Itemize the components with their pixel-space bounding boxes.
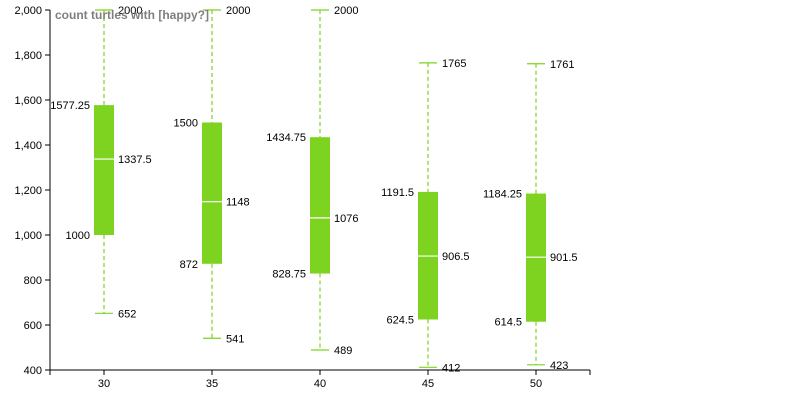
y-tick-label: 1,400 [14, 140, 42, 152]
q1-label: 872 [180, 259, 198, 271]
box-45: 1765 1191.5 906.5 624.5 412 [381, 58, 469, 374]
median-label: 1148 [226, 197, 250, 209]
y-tick-label: 2,000 [14, 5, 42, 17]
box-35: 2000 1500 1148 872 541 [174, 5, 251, 345]
median-label: 901.5 [550, 252, 578, 264]
x-tick-label: 45 [422, 378, 434, 390]
iqr-box [310, 137, 330, 274]
max-label: 1761 [550, 59, 574, 71]
q1-label: 614.5 [494, 317, 522, 329]
x-tick-label: 50 [530, 378, 542, 390]
median-label: 1076 [334, 213, 358, 225]
y-tick-label: 600 [24, 320, 42, 332]
max-label: 2000 [118, 5, 142, 17]
box-40: 2000 1434.75 1076 828.75 489 [266, 5, 358, 357]
x-tick-label: 30 [98, 378, 110, 390]
q1-label: 624.5 [386, 314, 414, 326]
y-tick-label: 1,600 [14, 95, 42, 107]
iqr-box [94, 105, 114, 236]
q3-label: 1191.5 [381, 187, 414, 199]
chart-title: count turtles with [happy?] [55, 8, 209, 22]
q3-label: 1184.25 [483, 189, 522, 201]
max-label: 2000 [334, 5, 358, 17]
min-label: 541 [226, 333, 244, 345]
max-label: 1765 [442, 58, 466, 70]
box-50: 1761 1184.25 901.5 614.5 423 [483, 59, 577, 372]
q3-label: 1434.75 [266, 132, 306, 144]
axes: 400 600 800 1,000 1,200 1,400 1,600 1,800 2,000 3… [14, 5, 591, 390]
iqr-box [202, 122, 222, 264]
max-label: 2000 [226, 5, 250, 17]
y-tick-label: 1,800 [14, 50, 42, 62]
q1-label: 1000 [66, 230, 90, 242]
median-label: 906.5 [442, 251, 470, 263]
median-label: 1337.5 [118, 154, 152, 166]
y-tick-label: 1,200 [14, 185, 42, 197]
min-label: 423 [550, 360, 568, 372]
box-plot-series: 2000 1577.25 1337.5 1000 652 2000 1500 1148 872 5… [50, 5, 577, 374]
x-tick-label: 35 [206, 378, 218, 390]
q3-label: 1577.25 [50, 100, 90, 112]
min-label: 652 [118, 308, 136, 320]
q1-label: 828.75 [272, 269, 306, 281]
min-label: 412 [442, 362, 460, 374]
y-tick-label: 400 [24, 365, 42, 377]
box-30: 2000 1577.25 1337.5 1000 652 [50, 5, 151, 320]
x-tick-label: 40 [314, 378, 326, 390]
y-tick-label: 1,000 [14, 230, 42, 242]
min-label: 489 [334, 345, 352, 357]
q3-label: 1500 [174, 118, 198, 130]
y-tick-label: 800 [24, 275, 42, 287]
